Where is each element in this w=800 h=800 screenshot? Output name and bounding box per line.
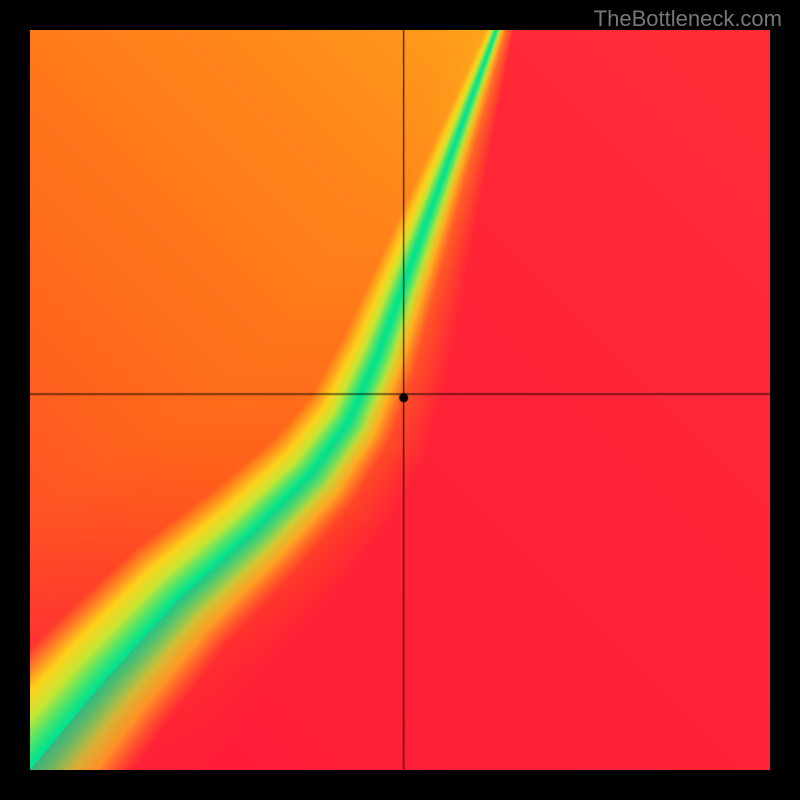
watermark-text: TheBottleneck.com	[594, 6, 782, 32]
bottleneck-heatmap	[30, 30, 770, 770]
